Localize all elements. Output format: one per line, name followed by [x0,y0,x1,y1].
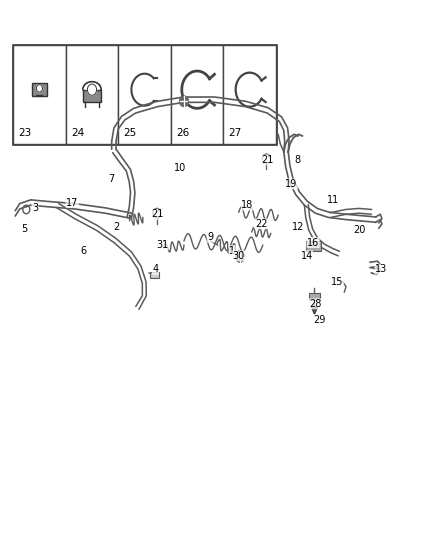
Circle shape [180,96,188,107]
Bar [66,45,118,144]
Text: 7: 7 [109,174,115,183]
Bar [309,293,320,300]
Text: 12: 12 [292,222,304,231]
Bar [13,45,276,144]
Bar [150,272,159,278]
Bar [118,45,171,144]
Text: 8: 8 [295,155,301,165]
Text: 16: 16 [307,238,319,247]
Text: 2: 2 [113,222,119,231]
Text: 21: 21 [261,155,273,165]
Text: 1: 1 [229,246,235,255]
Text: 10: 10 [173,163,186,173]
Text: 21: 21 [152,209,164,219]
Text: 22: 22 [255,219,267,229]
Text: 11: 11 [327,195,339,205]
Circle shape [87,84,96,95]
Text: 26: 26 [176,127,189,138]
Bar [13,45,66,144]
Circle shape [36,85,42,92]
Bar [171,45,223,144]
Text: 4: 4 [152,264,159,274]
Text: 25: 25 [124,127,137,138]
Text: 9: 9 [207,232,213,242]
Text: 15: 15 [331,278,343,287]
Text: 30: 30 [233,251,245,261]
Text: 5: 5 [21,224,27,234]
Text: 31: 31 [156,240,168,250]
Text: 28: 28 [309,299,321,309]
Text: 24: 24 [71,127,84,138]
Bar [83,90,101,102]
Text: 3: 3 [32,203,38,213]
Text: 6: 6 [80,246,86,255]
Text: 18: 18 [241,200,254,210]
Text: 13: 13 [375,264,387,274]
Text: 19: 19 [285,179,297,189]
Text: 27: 27 [229,127,242,138]
Bar [32,83,47,96]
Text: 20: 20 [353,225,365,235]
Text: 17: 17 [66,198,78,207]
Text: 14: 14 [300,251,313,261]
Text: 23: 23 [18,127,32,138]
Polygon shape [311,306,318,314]
Bar [306,241,321,251]
Bar [223,45,276,144]
Circle shape [236,252,244,262]
Text: 29: 29 [314,315,326,325]
